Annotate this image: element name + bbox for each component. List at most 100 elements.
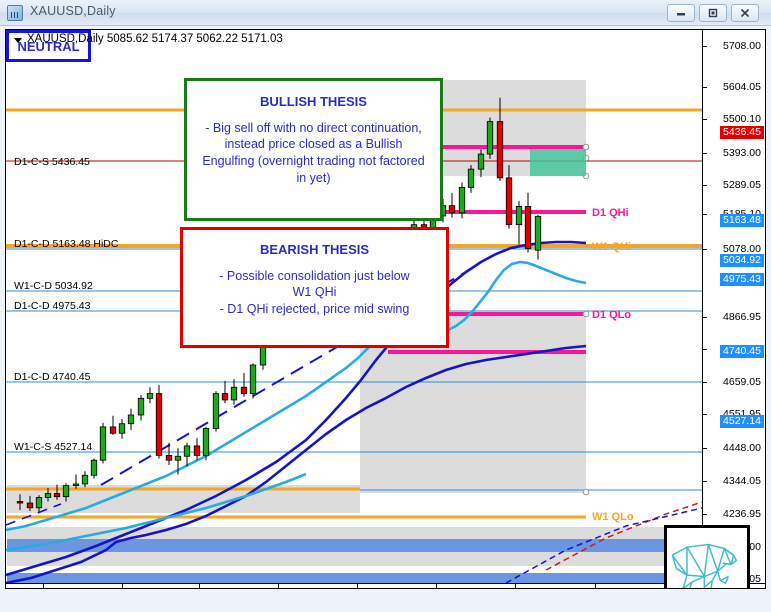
tag-w1-qhi: W1 QHi <box>592 241 632 253</box>
time-tick-mark <box>357 584 358 588</box>
band-grey-bottom <box>7 552 702 566</box>
candle-body <box>534 215 542 251</box>
price-tick-label: 4659.05 <box>723 376 761 388</box>
candle-body <box>99 426 107 461</box>
time-tick-mark <box>199 584 200 588</box>
bullish-thesis-note[interactable]: BULLISH THESIS - Big sell off with no di… <box>184 78 443 221</box>
price-tick-mark <box>703 249 707 250</box>
price-tick-label: 5393.00 <box>723 147 761 159</box>
time-tick-mark <box>43 584 44 588</box>
price-tick-label: 4866.95 <box>723 311 761 323</box>
candle-body <box>155 393 163 456</box>
price-tick-label: 5289.05 <box>723 179 761 191</box>
price-tick-mark <box>703 514 707 515</box>
band-grey-lower <box>7 527 702 539</box>
price-tick-mark <box>703 46 707 47</box>
time-axis[interactable]: 14 Dec 202523 Dec 20251 Jan 202611 Jan 2… <box>6 583 765 588</box>
price-badge: 5034.92 <box>720 254 764 267</box>
quote-text: XAUUSD,Daily 5085.62 5174.37 5062.22 517… <box>27 33 283 45</box>
price-tick-mark <box>703 119 707 120</box>
chart-plot[interactable]: D1-C-S 5436.45 D1-C-D 5163.48 HiDC W1-C-… <box>6 30 702 583</box>
price-badge: 4975.43 <box>720 273 764 286</box>
chart-window-icon <box>7 5 23 21</box>
bearish-thesis-line-2: W1 QHi <box>292 285 337 300</box>
bullish-thesis-body: - Big sell off with no direct continuati… <box>202 120 425 186</box>
price-badge: 5163.48 <box>720 214 764 227</box>
tag-d1-qhi: D1 QHi <box>592 207 629 219</box>
price-axis[interactable]: 5708.005604.055500.105393.005289.055185.… <box>702 30 765 585</box>
time-tick-mark <box>122 584 123 588</box>
price-tick-mark <box>703 87 707 88</box>
time-tick-mark <box>278 584 279 588</box>
candle-body <box>193 445 201 456</box>
price-tick-mark <box>703 382 707 383</box>
candle-body <box>230 386 238 401</box>
maximize-icon <box>708 8 718 18</box>
price-tick-mark <box>703 349 707 350</box>
tag-w1-qlo: W1 QLo <box>592 511 634 523</box>
zone-left-grey <box>7 485 360 513</box>
forecast-dashed-line <box>100 329 367 486</box>
price-tick-label: 4344.05 <box>723 475 761 487</box>
minimize-icon <box>677 13 685 16</box>
bearish-thesis-title: BEARISH THESIS <box>259 242 370 257</box>
candle-body <box>137 397 145 416</box>
candle-body <box>458 186 466 214</box>
time-tick-mark <box>436 584 437 588</box>
price-tick-label: 4236.95 <box>723 508 761 520</box>
chart-area[interactable]: D1-C-S 5436.45 D1-C-D 5163.48 HiDC W1-C-… <box>5 29 766 589</box>
window-title-bar: XAUUSD,Daily <box>0 0 771 26</box>
candle-body <box>515 206 523 226</box>
level-label-w1cd: W1-C-D 5034.92 <box>14 280 93 292</box>
band-blue-upper <box>7 539 702 552</box>
level-label-d1cd-a: D1-C-D 4975.43 <box>14 300 91 312</box>
price-tick-mark <box>703 153 707 154</box>
candle-body <box>118 423 126 434</box>
price-tick-mark <box>703 185 707 186</box>
time-tick-mark <box>515 584 516 588</box>
close-button[interactable] <box>731 4 759 22</box>
price-tick-label: 5604.05 <box>723 81 761 93</box>
minimize-button[interactable] <box>667 4 695 22</box>
neutral-note[interactable]: NEUTRAL <box>6 30 91 62</box>
price-tick-mark <box>703 317 707 318</box>
candle-body <box>240 386 248 394</box>
level-label-w1cs: W1-C-S 4527.14 <box>14 441 93 453</box>
bearish-thesis-line-1: - Possible consolidation just below <box>219 268 410 283</box>
candle-body <box>109 426 117 434</box>
bullish-thesis-title: BULLISH THESIS <box>260 94 367 109</box>
bear-logo-icon <box>671 543 738 588</box>
quote-header: XAUUSD,Daily 5085.62 5174.37 5062.22 517… <box>14 33 414 49</box>
tag-d1-qlo: D1 QLo <box>592 309 632 321</box>
price-badge: 5436.45 <box>720 126 764 139</box>
candle-body <box>212 393 220 429</box>
price-tick-mark <box>703 414 707 415</box>
window-title: XAUUSD,Daily <box>30 4 116 18</box>
level-label-d1cd-b: D1-C-D 4740.45 <box>14 371 91 383</box>
candle-body <box>127 414 135 425</box>
bearish-thesis-line-3: - D1 QHi rejected, price mid swing <box>219 302 410 317</box>
candle-body <box>448 205 456 214</box>
candle-body <box>221 393 229 401</box>
price-tick-label: 5500.10 <box>723 113 761 125</box>
price-tick-label: 5708.00 <box>723 40 761 52</box>
price-tick-label: 5078.00 <box>723 243 761 255</box>
band-blue-lower <box>7 573 702 583</box>
candle-body <box>183 445 191 457</box>
price-badge: 4740.45 <box>720 345 764 358</box>
bearish-thesis-note[interactable]: BEARISH THESIS - Possible consolidation … <box>180 227 449 348</box>
price-tick-mark <box>703 481 707 482</box>
level-label-hidc: D1-C-D 5163.48 HiDC <box>14 238 119 250</box>
maximize-button[interactable] <box>699 4 727 22</box>
close-icon <box>740 8 750 18</box>
time-tick-mark <box>595 584 596 588</box>
candle-body <box>90 459 98 476</box>
candle-body <box>202 428 210 456</box>
candle-body <box>81 474 89 485</box>
price-tick-label: 4448.00 <box>723 442 761 454</box>
candle-body <box>505 177 513 226</box>
candle-body <box>249 364 257 394</box>
collapse-caret-icon[interactable] <box>14 38 22 43</box>
candle-body <box>146 393 154 399</box>
level-label-d1cs: D1-C-S 5436.45 <box>14 156 90 168</box>
